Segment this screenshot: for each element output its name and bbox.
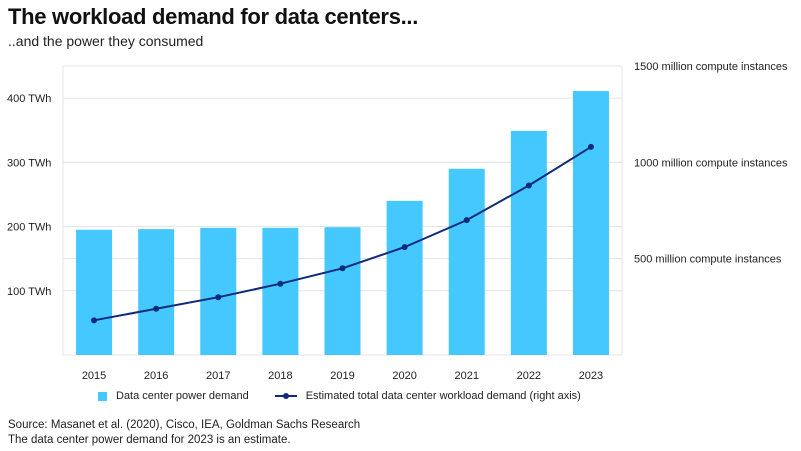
x-axis-tick-label: 2016 <box>144 370 168 382</box>
x-axis-tick-label: 2015 <box>82 370 106 382</box>
bar <box>510 130 547 355</box>
left-axis-tick-label: 400 TWh <box>7 93 51 105</box>
x-axis-tick-label: 2023 <box>579 370 603 382</box>
bar <box>262 227 299 355</box>
workload-point <box>587 143 594 150</box>
left-axis-tick-label: 100 TWh <box>7 286 51 298</box>
x-axis-tick-label: 2020 <box>392 370 416 382</box>
legend: Data center power demand Estimated total… <box>98 390 607 402</box>
legend-bar-swatch <box>98 391 107 401</box>
x-axis-tick-label: 2019 <box>330 370 354 382</box>
chart-subtitle: ..and the power they consumed <box>8 33 204 49</box>
workload-point <box>401 244 408 251</box>
workload-point <box>215 294 222 301</box>
chart-title: The workload demand for data centers... <box>8 4 419 29</box>
bar <box>200 227 237 355</box>
x-axis-tick-label: 2018 <box>268 370 292 382</box>
x-axis-tick-label: 2021 <box>454 370 478 382</box>
estimate-note: The data center power demand for 2023 is… <box>8 434 291 446</box>
bar <box>386 200 423 355</box>
x-axis-tick-label: 2022 <box>517 370 541 382</box>
right-axis-tick-label: 1500 million compute instances <box>634 61 788 73</box>
bar <box>448 168 485 355</box>
bar <box>76 229 113 355</box>
legend-label-workload-demand: Estimated total data center workload dem… <box>305 390 581 402</box>
x-axis-tick-label: 2017 <box>206 370 230 382</box>
left-axis-tick-label: 200 TWh <box>7 222 51 234</box>
workload-point <box>525 182 532 189</box>
workload-point <box>91 317 98 324</box>
footer: Source: Masanet et al. (2020), Cisco, IE… <box>8 418 360 448</box>
workload-point <box>463 217 470 224</box>
workload-point <box>339 265 346 272</box>
legend-label-power-demand: Data center power demand <box>116 390 249 402</box>
left-axis-tick-label: 300 TWh <box>7 157 51 169</box>
legend-item-workload-demand: Estimated total data center workload dem… <box>274 390 581 402</box>
workload-point <box>153 305 160 312</box>
bar <box>138 229 175 355</box>
bar <box>572 91 609 356</box>
workload-point <box>277 280 284 287</box>
legend-item-power-demand: Data center power demand <box>98 390 249 402</box>
legend-line-swatch <box>274 393 297 399</box>
source-note: Source: Masanet et al. (2020), Cisco, IE… <box>8 419 361 431</box>
right-axis-tick-label: 500 million compute instances <box>634 254 782 266</box>
right-axis-tick-label: 1000 million compute instances <box>634 157 788 169</box>
bar <box>324 227 361 355</box>
